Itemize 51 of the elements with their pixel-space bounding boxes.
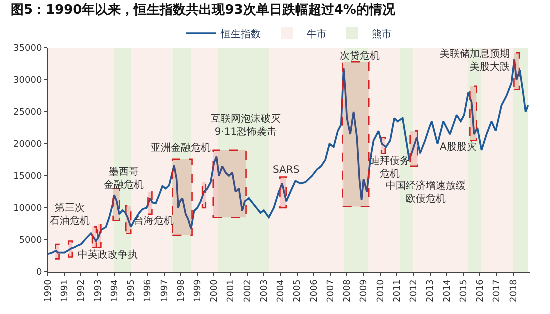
legend-label: 熊市 [372, 28, 392, 40]
annotation: 亚洲金融危机 [151, 142, 211, 154]
x-tick-label: 2016 [476, 279, 486, 303]
annotation: 次贷危机 [340, 50, 380, 62]
x-tick-label: 2011 [392, 280, 403, 303]
annotation: 互联网泡沫破灭9·11恐怖袭击 [211, 113, 281, 138]
x-tick-label: 1998 [176, 279, 187, 303]
x-tick-label: 1993 [94, 280, 104, 303]
x-tick-label: 1997 [160, 280, 170, 303]
x-tick-label: 2015 [459, 280, 470, 303]
annotation: A股股灾 [440, 141, 477, 153]
annotation: SARS [273, 165, 300, 176]
annotation: 台海危机 [134, 215, 174, 227]
x-tick-label: 1992 [77, 280, 88, 303]
x-tick-label: 2013 [426, 280, 436, 303]
x-tick-label: 1995 [127, 280, 138, 303]
x-tick-label: 2008 [343, 279, 354, 303]
x-tick-label: 2010 [376, 279, 386, 303]
x-tick-label: 1999 [194, 279, 204, 303]
y-tick-label: 10000 [14, 204, 42, 214]
y-tick-label: 30000 [14, 76, 42, 86]
x-tick-label: 2012 [410, 280, 420, 303]
x-tick-label: 2003 [260, 280, 270, 303]
x-tick-label: 2009 [360, 279, 370, 303]
x-tick-label: 2018 [509, 279, 520, 303]
x-tick-label: 2000 [210, 279, 220, 303]
legend-label: 牛市 [307, 28, 327, 40]
x-tick-label: 2014 [442, 279, 453, 303]
x-tick-label: 2006 [310, 279, 320, 303]
x-tick-label: 2007 [326, 280, 336, 303]
annotation: 美联储加息预期美股大跌 [440, 48, 510, 73]
y-tick-label: 25000 [14, 108, 42, 118]
legend-label: 恒生指数 [220, 28, 261, 40]
y-tick-label: 20000 [14, 140, 42, 150]
x-tick-label: 1990 [44, 279, 54, 303]
annotation: 中国经济增速放缓欧债危机 [386, 180, 466, 205]
annotation: 中英政改争执 [78, 249, 138, 261]
x-tick-label: 2005 [293, 280, 304, 303]
x-tick-label: 2001 [226, 280, 237, 303]
x-tick-label: 1994 [110, 279, 120, 303]
y-tick-label: 5000 [19, 236, 42, 246]
y-tick-label: 0 [36, 268, 42, 278]
y-tick-label: 35000 [14, 44, 42, 54]
x-tick-label: 1991 [60, 280, 71, 303]
chart-title: 图5：1990年以来，恒生指数共出现93次单日跌幅超过4%的情况 [11, 2, 396, 18]
annotation: 第三次石油危机 [50, 202, 90, 227]
x-tick-label: 2017 [492, 280, 503, 303]
x-tick-label: 2004 [276, 279, 287, 303]
y-tick-label: 15000 [14, 172, 42, 182]
x-tick-label: 2002 [243, 280, 254, 303]
x-tick-label: 1996 [144, 279, 154, 303]
